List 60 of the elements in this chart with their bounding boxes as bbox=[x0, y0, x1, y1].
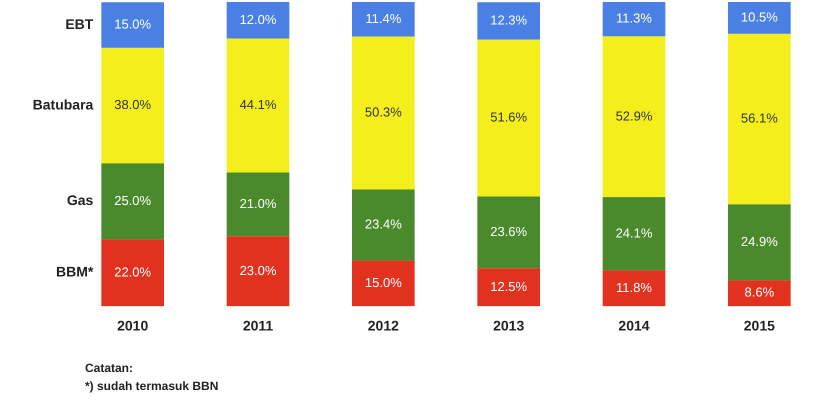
series-label: Batubara bbox=[32, 96, 94, 112]
bar bbox=[101, 48, 164, 164]
data-label: 10.5% bbox=[740, 10, 778, 25]
x-tick-label: 2010 bbox=[117, 317, 148, 334]
bar bbox=[101, 2, 164, 48]
bar bbox=[602, 270, 666, 306]
bar bbox=[226, 38, 290, 172]
bar bbox=[226, 236, 290, 306]
data-label: 25.0% bbox=[114, 192, 152, 208]
x-tick-label: 2011 bbox=[242, 317, 274, 334]
data-label: 50.3% bbox=[364, 104, 402, 120]
x-tick-label: 2014 bbox=[618, 317, 650, 334]
data-label: 24.1% bbox=[616, 225, 653, 240]
bar bbox=[477, 268, 540, 306]
x-tick-label: 2013 bbox=[493, 317, 524, 334]
data-label: 12.3% bbox=[490, 12, 528, 28]
series-label: EBT bbox=[65, 16, 94, 32]
data-label: 23.0% bbox=[240, 262, 277, 278]
bar bbox=[101, 163, 164, 240]
bar bbox=[226, 172, 290, 236]
bar bbox=[602, 197, 666, 270]
data-label: 8.6% bbox=[744, 284, 775, 300]
data-label: 11.8% bbox=[616, 280, 652, 295]
data-label: 38.0% bbox=[114, 97, 152, 112]
bar bbox=[602, 2, 666, 36]
data-label: 23.4% bbox=[364, 216, 402, 232]
data-label: 15.0% bbox=[114, 16, 152, 32]
data-label: 11.4% bbox=[365, 10, 402, 26]
bar bbox=[477, 40, 540, 196]
bar bbox=[477, 2, 540, 40]
data-label: 11.3% bbox=[616, 10, 652, 26]
data-label: 12.0% bbox=[240, 12, 277, 27]
data-label: 12.5% bbox=[490, 278, 528, 294]
series-label: Gas bbox=[66, 192, 94, 208]
text: *) sudah termasuk BBN bbox=[85, 379, 218, 393]
data-label: 24.9% bbox=[740, 234, 778, 249]
bar bbox=[728, 34, 791, 204]
data-label: 15.0% bbox=[364, 274, 402, 290]
x-tick-label: 2012 bbox=[368, 317, 400, 334]
bar bbox=[728, 280, 791, 306]
data-label: 51.6% bbox=[490, 110, 528, 125]
bar bbox=[226, 2, 290, 38]
text: Catatan: bbox=[85, 361, 134, 375]
bar bbox=[352, 36, 415, 190]
data-label: 23.6% bbox=[490, 224, 528, 239]
data-label: 56.1% bbox=[740, 110, 778, 126]
x-tick-label: 2015 bbox=[744, 317, 776, 334]
series-label: BBM* bbox=[56, 264, 94, 280]
bar bbox=[352, 190, 415, 261]
bar bbox=[352, 260, 415, 306]
data-label: 22.0% bbox=[114, 264, 152, 280]
data-label: 52.9% bbox=[616, 108, 653, 124]
bar bbox=[728, 204, 791, 280]
bar bbox=[602, 36, 666, 198]
bar bbox=[101, 239, 164, 306]
data-label: 44.1% bbox=[240, 97, 277, 112]
bar bbox=[477, 196, 540, 268]
bar bbox=[728, 2, 791, 34]
bar bbox=[352, 2, 415, 37]
data-label: 21.0% bbox=[240, 196, 277, 211]
